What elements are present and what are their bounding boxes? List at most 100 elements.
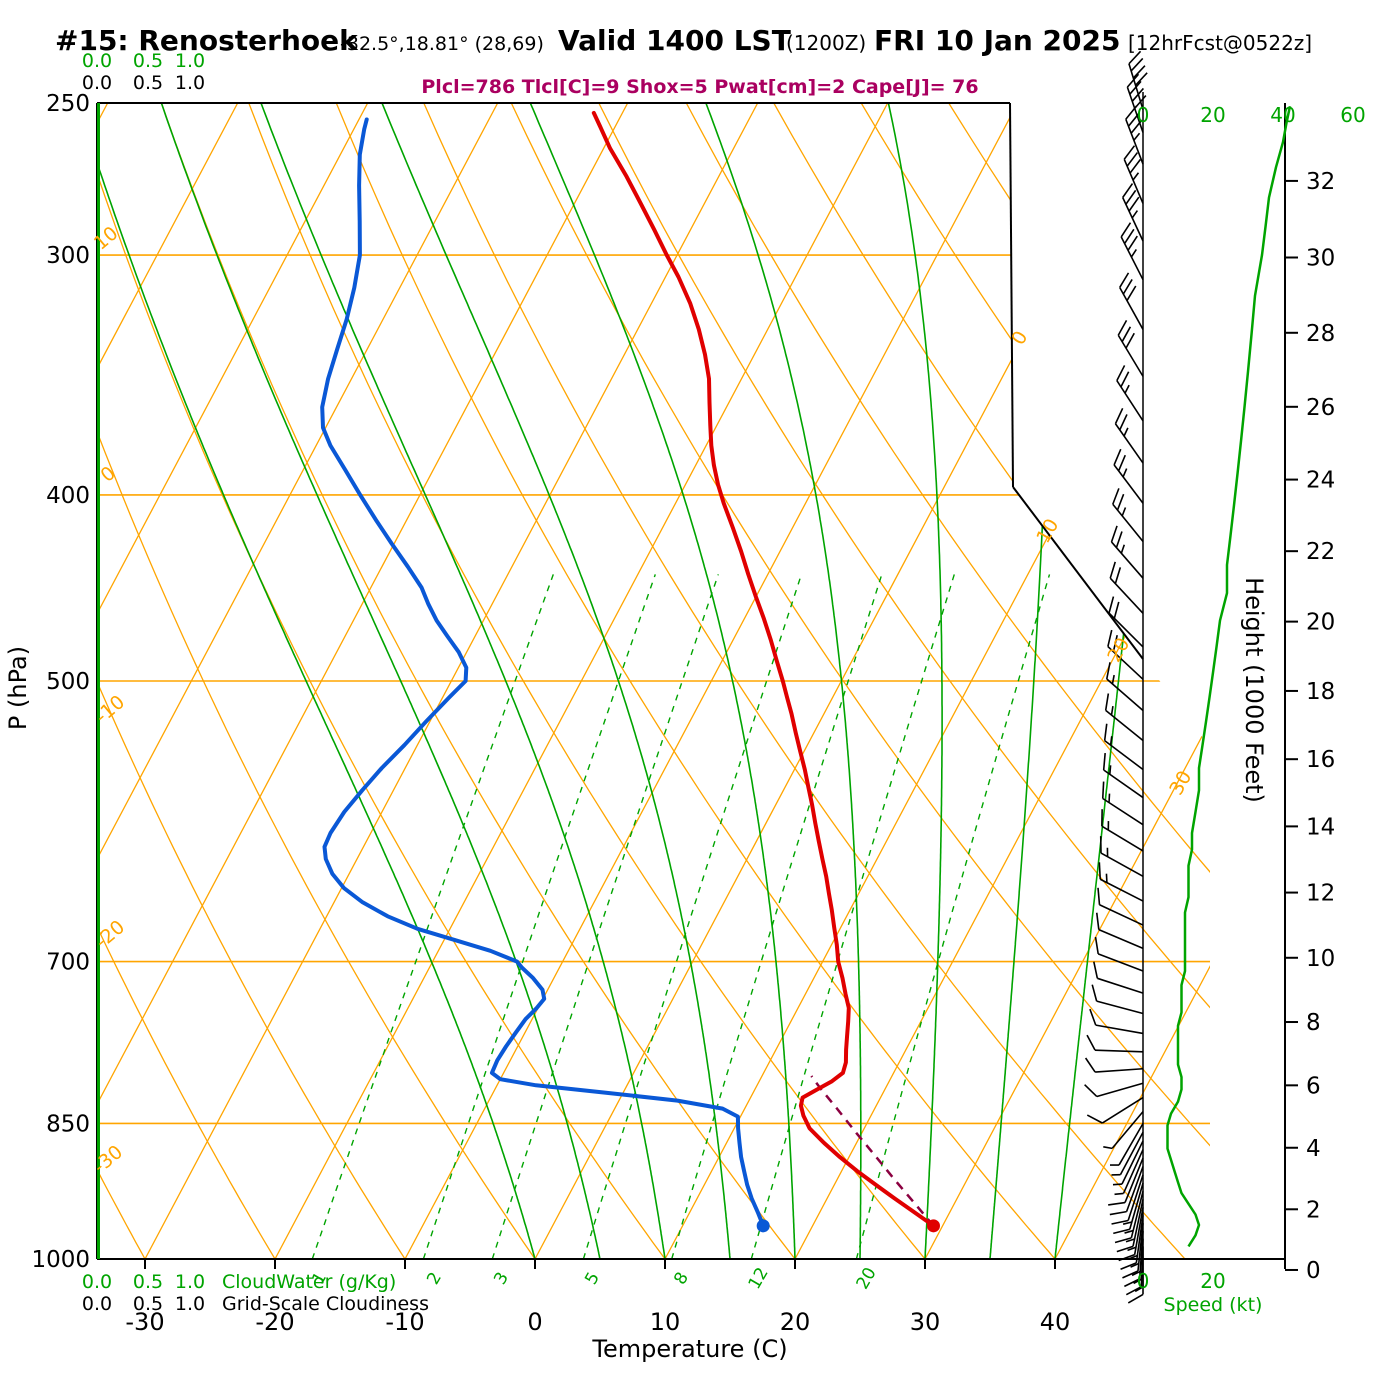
wind-barb-feather	[1129, 80, 1142, 95]
temperature-tick-label: 30	[910, 1308, 941, 1336]
dry-adiabat-line	[248, 103, 926, 1259]
surface-dewpoint-dot	[756, 1219, 770, 1233]
notch-border-upper	[1009, 102, 1014, 488]
pressure-tick-label: 700	[46, 950, 90, 976]
cloudwater-scale-bottom: 0.5	[133, 1271, 163, 1293]
dry-adiabat-line	[160, 103, 796, 1259]
mixing-ratio-label: 2	[423, 1269, 446, 1288]
wind-barb-feather	[1110, 525, 1118, 543]
forecast-lead-info: [12hrFcst@0522z]	[1128, 31, 1313, 55]
wind-barb-shaft	[1109, 577, 1144, 614]
wind-barb-feather	[1130, 57, 1144, 72]
wind-barb-feather	[1120, 1262, 1137, 1270]
wind-barb-feather	[1086, 1114, 1103, 1124]
wind-barb-shaft	[1138, 1230, 1144, 1279]
isotherm-line	[97, 103, 369, 1259]
wind-barb-feather	[1103, 723, 1108, 741]
dry-adiabat-label: -30	[89, 1141, 127, 1178]
grid-layer	[97, 103, 1210, 1259]
wind-barb-half-feather	[1128, 1254, 1138, 1260]
wind-barb-shaft	[1110, 541, 1144, 579]
wind-barb-half-feather	[1120, 544, 1126, 554]
wind-barb-feather	[1112, 634, 1118, 652]
wind-barb-feather	[1123, 145, 1136, 160]
wind-barb-half-feather	[1133, 1278, 1142, 1285]
temperature-axis-title: Temperature (C)	[591, 1335, 787, 1363]
dry-adiabat-line	[97, 103, 276, 1259]
wind-barb-feather	[1086, 1034, 1096, 1051]
pressure-tick-label: 500	[46, 669, 90, 695]
wind-barb-feather	[1128, 50, 1142, 65]
moist-adiabat-line	[160, 103, 601, 1259]
height-tick-label: 24	[1306, 468, 1335, 494]
wind-barb-feather	[1116, 365, 1126, 381]
wind-barb-half-feather	[1127, 1246, 1137, 1252]
wind-barb-feather	[1128, 196, 1140, 212]
parcel-path-line	[810, 1075, 935, 1227]
wind-barb-shaft	[1117, 334, 1144, 377]
wind-barb-shaft	[1122, 1149, 1144, 1194]
dry-adiabat-line	[97, 103, 666, 1259]
wind-barb-feather	[1095, 912, 1100, 930]
wind-barb-shaft	[1123, 158, 1144, 204]
wind-barb-shaft	[1130, 1191, 1144, 1239]
isotherm-line	[924, 103, 1210, 1259]
wind-barb-half-feather	[1109, 736, 1113, 746]
station-coordinates: -32.5°,18.81° (28,69)	[340, 33, 544, 55]
wind-barb-feather	[1112, 488, 1120, 505]
wind-barb-shaft	[1133, 1207, 1144, 1255]
mixing-ratio-line	[422, 574, 656, 1259]
height-tick-label: 32	[1306, 169, 1335, 195]
mixing-ratio-line	[671, 574, 883, 1259]
wind-barb-feather	[1101, 781, 1105, 799]
wind-barb-feather	[1114, 1237, 1132, 1244]
height-tick-label: 30	[1306, 246, 1335, 272]
dry-adiabat-line	[423, 103, 1186, 1259]
wind-barb-feather	[1116, 1245, 1134, 1253]
borders-layer	[96, 92, 1292, 1287]
wind-barb-shaft	[1103, 769, 1144, 799]
dry-adiabat-line	[773, 103, 1210, 1259]
wind-barb-feather	[1120, 222, 1132, 238]
pressure-tick-label: 400	[46, 483, 90, 509]
wind-barb-half-feather	[1130, 248, 1137, 258]
height-tick-label: 20	[1306, 610, 1335, 636]
moist-adiabat-line	[705, 103, 862, 1259]
dry-adiabat-line	[598, 103, 1210, 1259]
wind-barb-half-feather	[1122, 468, 1128, 478]
speed-tick-bottom: 20	[1200, 1269, 1225, 1293]
cloudwater-legend-label: CloudWater (g/Kg)	[222, 1271, 396, 1293]
wind-barb-shaft	[1097, 977, 1144, 994]
height-tick-label: 0	[1306, 1258, 1321, 1284]
wind-barb-feather	[1117, 454, 1127, 472]
mixing-ratio-label: 12	[745, 1264, 773, 1293]
wind-barb-feather	[1098, 862, 1102, 880]
cloudwater-scale-top: 0.0	[82, 50, 112, 72]
height-tick-label: 2	[1306, 1197, 1321, 1223]
dry-adiabat-line	[97, 103, 406, 1259]
wind-barb-shaft	[1137, 1223, 1144, 1272]
wind-barb-feather	[1122, 279, 1133, 295]
pressure-axis-title: P (hPa)	[4, 646, 32, 730]
wind-barb-shaft	[1140, 1238, 1144, 1287]
wind-barb-shaft	[1125, 118, 1144, 165]
valid-date: FRI 10 Jan 2025	[874, 24, 1121, 57]
wind-barb-feather	[1113, 601, 1120, 619]
wind-barb-shaft	[1095, 1024, 1144, 1035]
wind-barb-feather	[1122, 183, 1134, 198]
wind-barb-shaft	[1097, 953, 1144, 972]
wind-barb-feather	[1126, 152, 1139, 167]
pressure-tick-label: 250	[46, 91, 90, 117]
wind-barb-shaft	[1105, 709, 1144, 742]
dry-adiabat-line	[335, 103, 1056, 1259]
wind-barb-feather	[1107, 629, 1113, 647]
speed-tick-top: 40	[1270, 103, 1295, 127]
wind-barb-feather	[1102, 753, 1106, 771]
wind-barb-shaft	[1126, 86, 1144, 133]
isotherm-label: 20	[1103, 634, 1134, 666]
dry-adiabat-line	[685, 103, 1210, 1259]
wind-barb-half-feather	[1111, 674, 1115, 685]
wind-speed-curve	[1166, 106, 1292, 1248]
wind-barb-half-feather	[1121, 507, 1127, 517]
